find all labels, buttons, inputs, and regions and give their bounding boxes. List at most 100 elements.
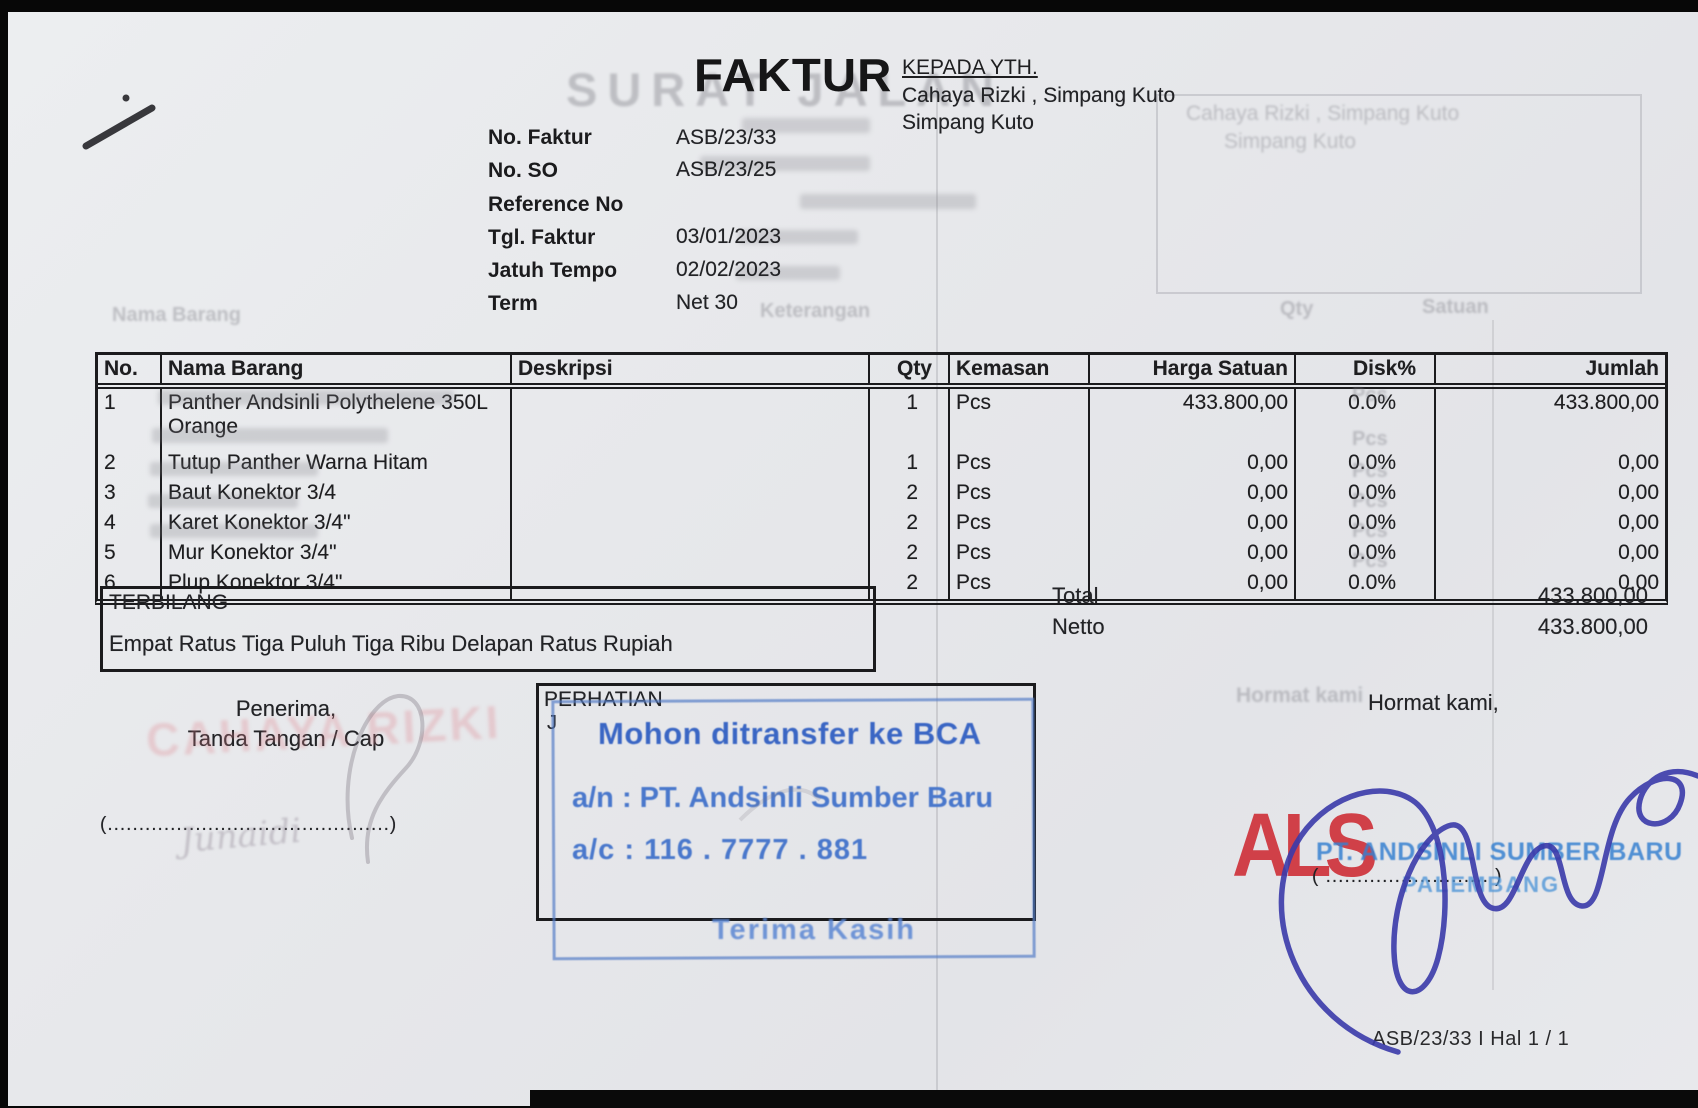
ghost-pcs: Pcs [1352, 384, 1388, 406]
cell-no: 4 [98, 509, 162, 539]
header-disk: Disk% [1296, 355, 1436, 383]
cell-disk: 0.0% [1296, 389, 1436, 449]
ghost-smudge [800, 194, 976, 209]
ghost-header-nama-barang: Nama Barang [112, 304, 241, 326]
header-qty: Qty [870, 355, 950, 383]
cell-nama: Panther Andsinli Polythelene 350L Orange [162, 389, 512, 449]
cell-jumlah: 0,00 [1618, 451, 1659, 474]
hormat-kami-label: Hormat kami, [1368, 690, 1499, 715]
cell-harga: 0,00 [1090, 449, 1296, 479]
cell-nama: Mur Konektor 3/4" [162, 539, 512, 569]
cell-no: 6 [98, 569, 162, 599]
recipient-heading: KEPADA YTH. [902, 56, 1038, 79]
cell-kemasan: Pcs [950, 539, 1090, 569]
cell-no: 3 [98, 479, 162, 509]
ghost-pcs: Pcs [1352, 550, 1388, 572]
cell-harga: 0,00 [1090, 509, 1296, 539]
penerima-line1: Penerima, [235, 696, 337, 721]
cell-jumlah: 0,00 [1618, 511, 1659, 534]
ghost-hormat-kami: Hormat kami [1236, 684, 1364, 707]
items-table: No. Nama Barang Deskripsi Qty Kemasan Ha… [95, 352, 1668, 605]
company-blue-stamp-line2: PALEMBANG [1402, 872, 1561, 897]
cell-qty: 2 [870, 479, 950, 509]
cell-deskripsi [512, 539, 870, 569]
cell-kemasan: Pcs [950, 389, 1090, 449]
cell-kemasan: Pcs [950, 509, 1090, 539]
ghost-recipient-line1: Cahaya Rizki , Simpang Kuto [1186, 102, 1460, 125]
ghost-smudge [150, 524, 318, 538]
field-label-no-so: No. SO [488, 159, 559, 182]
cell-qty: 2 [870, 539, 950, 569]
ghost-header-satuan: Satuan [1422, 296, 1489, 318]
netto-label: Netto [1052, 614, 1105, 639]
cell-disk: 0.0% [1296, 449, 1436, 479]
recipient-line2: Simpang Kuto [902, 111, 1034, 134]
penerima-sign-line: (.......................................… [100, 814, 398, 835]
total-label: Total [1052, 583, 1099, 608]
header-kemasan: Kemasan [950, 355, 1090, 383]
netto-value: 433.800,00 [1537, 614, 1648, 639]
ghost-header-keterangan: Keterangan [760, 300, 871, 322]
table-row: 5 Mur Konektor 3/4" 2 Pcs 0,00 0.0% 0,00 [98, 539, 1665, 569]
cell-qty: 1 [870, 389, 950, 449]
field-label-reference-no: Reference No [488, 193, 624, 216]
cell-jumlah: 0,00 [1618, 541, 1659, 564]
bank-stamp-line4: Terima Kasih [712, 914, 916, 946]
footer-page-ref: ASB/23/33 I Hal 1 / 1 [1372, 1028, 1570, 1050]
cell-qty: 2 [870, 509, 950, 539]
ghost-smudge [148, 494, 298, 508]
header-no: No. [98, 355, 162, 383]
terbilang-box: TERBILANG Empat Ratus Tiga Puluh Tiga Ri… [100, 586, 876, 672]
cell-nama: Tutup Panther Warna Hitam [162, 449, 512, 479]
perhatian-label: PERHATIAN [544, 688, 663, 711]
terbilang-label: TERBILANG [109, 591, 229, 614]
cell-kemasan: Pcs [950, 569, 1090, 599]
penerima-block: Penerima, Tanda Tangan / Cap [100, 696, 472, 752]
cell-kemasan: Pcs [950, 449, 1090, 479]
cell-harga: 433.800,00 [1090, 389, 1296, 449]
cell-disk: 0.0% [1296, 539, 1436, 569]
ghost-recipient-line2: Simpang Kuto [1224, 130, 1356, 153]
ghost-smudge [700, 156, 870, 171]
scan-edge-shadow [530, 1090, 1698, 1108]
cell-jumlah: 0,00 [1618, 571, 1659, 594]
table-header-row: No. Nama Barang Deskripsi Qty Kemasan Ha… [98, 355, 1665, 389]
cell-deskripsi [512, 389, 870, 449]
header-deskripsi: Deskripsi [512, 355, 870, 383]
cell-disk: 0.0% [1296, 479, 1436, 509]
ghost-pcs: Pcs [1352, 428, 1388, 450]
ghost-recipient-box: Cahaya Rizki , Simpang Kuto Simpang Kuto [1156, 94, 1642, 294]
paper-crease-left [936, 88, 938, 1093]
table-row: 4 Karet Konektor 3/4" 2 Pcs 0,00 0.0% 0,… [98, 509, 1665, 539]
cell-jumlah: 433.800,00 [1553, 391, 1659, 414]
cell-harga: 0,00 [1090, 539, 1296, 569]
table-row: 3 Baut Konektor 3/4 2 Pcs 0,00 0.0% 0,00 [98, 479, 1665, 509]
ghost-header-qty: Qty [1280, 298, 1314, 320]
cell-harga: 0,00 [1090, 479, 1296, 509]
cell-disk: 0.0% [1296, 569, 1436, 599]
terbilang-text: Empat Ratus Tiga Puluh Tiga Ribu Delapan… [109, 631, 673, 656]
cell-harga: 0,00 [1090, 569, 1296, 599]
table-row: 1 Panther Andsinli Polythelene 350L Oran… [98, 389, 1665, 449]
cell-deskripsi [512, 449, 870, 479]
field-value-tgl-faktur: 03/01/2023 [676, 225, 782, 248]
field-label-term: Term [488, 292, 538, 315]
bank-stamp-line3: a/c : 116 . 7777 . 881 [572, 834, 869, 866]
ghost-smudge [742, 118, 870, 133]
total-value: 433.800,00 [1537, 583, 1648, 608]
field-value-term: Net 30 [676, 291, 738, 314]
header-jumlah: Jumlah [1585, 357, 1659, 380]
cell-no: 1 [98, 389, 162, 449]
field-label-jatuh-tempo: Jatuh Tempo [488, 259, 618, 282]
bank-stamp-line2: a/n : PT. Andsinli Sumber Baru [572, 782, 994, 814]
field-value-jatuh-tempo: 02/02/2023 [676, 258, 782, 281]
cell-no: 2 [98, 449, 162, 479]
cell-deskripsi [512, 569, 870, 599]
ghost-surat-jalan-title: SURAT JALAN [566, 63, 1005, 116]
field-label-tgl-faktur: Tgl. Faktur [488, 226, 596, 249]
ghost-pcs: Pcs [1352, 460, 1388, 482]
recipient-line1: Cahaya Rizki , Simpang Kuto [902, 84, 1176, 107]
cell-jumlah: 0,00 [1618, 481, 1659, 504]
bank-stamp-line1: Mohon ditransfer ke BCA [598, 716, 982, 751]
